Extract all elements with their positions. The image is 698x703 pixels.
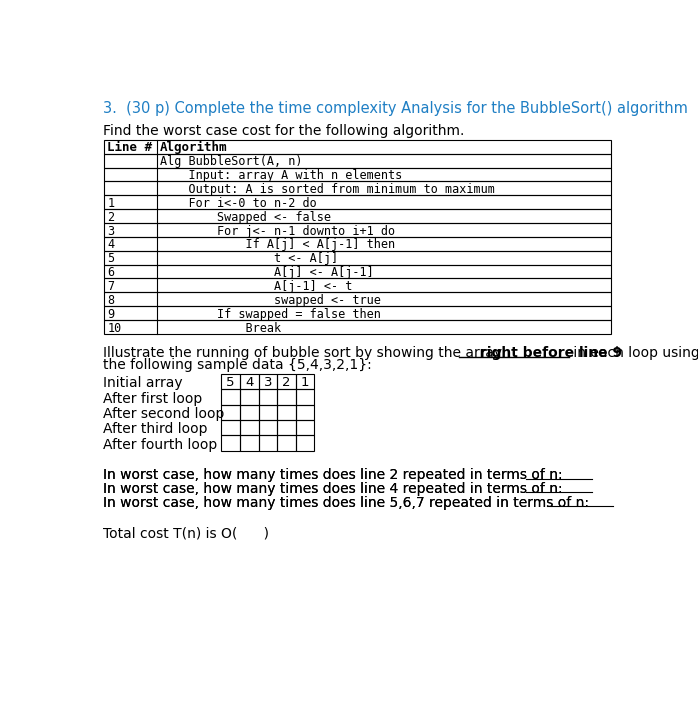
Text: 1: 1 xyxy=(301,376,309,389)
Bar xyxy=(277,389,296,405)
Text: 5: 5 xyxy=(226,376,235,389)
Text: Alg BubbleSort(A, n): Alg BubbleSort(A, n) xyxy=(160,155,303,168)
Bar xyxy=(221,435,240,451)
Text: 5: 5 xyxy=(107,252,114,265)
Bar xyxy=(277,435,296,451)
Bar xyxy=(221,389,240,405)
Text: After fourth loop: After fourth loop xyxy=(103,438,217,452)
Text: Swapped <- false: Swapped <- false xyxy=(160,211,331,224)
Bar xyxy=(296,420,314,435)
Text: 2: 2 xyxy=(282,376,290,389)
Text: 2: 2 xyxy=(107,211,114,224)
Text: Initial array: Initial array xyxy=(103,376,182,390)
Bar xyxy=(258,374,277,389)
Text: A[j] <- A[j-1]: A[j] <- A[j-1] xyxy=(160,266,374,279)
Bar xyxy=(104,264,611,278)
Text: A[j-1] <- t: A[j-1] <- t xyxy=(160,280,352,293)
Text: Algorithm: Algorithm xyxy=(160,141,228,155)
Bar xyxy=(104,167,611,181)
Text: If A[j] < A[j-1] then: If A[j] < A[j-1] then xyxy=(160,238,395,252)
Text: For j<- n-1 downto i+1 do: For j<- n-1 downto i+1 do xyxy=(160,224,395,238)
Bar xyxy=(258,405,277,420)
Text: 4: 4 xyxy=(245,376,253,389)
Bar xyxy=(104,237,611,251)
Bar xyxy=(296,374,314,389)
Bar xyxy=(258,435,277,451)
Text: 9: 9 xyxy=(107,308,114,321)
Text: right before line 9: right before line 9 xyxy=(480,346,622,360)
Bar xyxy=(104,223,611,237)
Bar xyxy=(240,389,258,405)
Text: In worst case, how many times does line 5,6,7 repeated in terms of n:: In worst case, how many times does line … xyxy=(103,496,593,510)
Text: In worst case, how many times does line 2 repeated in terms of n:: In worst case, how many times does line … xyxy=(103,467,567,482)
Text: Output: A is sorted from minimum to maximum: Output: A is sorted from minimum to maxi… xyxy=(160,183,495,196)
Text: After third loop: After third loop xyxy=(103,423,207,437)
Text: 4: 4 xyxy=(107,238,114,252)
Bar xyxy=(296,405,314,420)
Text: 10: 10 xyxy=(107,321,121,335)
Text: After first loop: After first loop xyxy=(103,392,202,406)
Text: If swapped = false then: If swapped = false then xyxy=(160,308,381,321)
Bar xyxy=(240,435,258,451)
Bar xyxy=(240,374,258,389)
Bar xyxy=(104,154,611,167)
Text: Total cost T(n) is O(      ): Total cost T(n) is O( ) xyxy=(103,527,269,541)
Text: in each loop using: in each loop using xyxy=(569,346,698,360)
Text: 1: 1 xyxy=(107,197,114,209)
Text: In worst case, how many times does line 4 repeated in terms of n:: In worst case, how many times does line … xyxy=(103,482,567,496)
Text: swapped <- true: swapped <- true xyxy=(160,294,381,307)
Bar xyxy=(221,405,240,420)
Text: For i<-0 to n-2 do: For i<-0 to n-2 do xyxy=(160,197,317,209)
Bar xyxy=(104,278,611,292)
Text: 3.  (30 p) Complete the time complexity Analysis for the BubbleSort() algorithm: 3. (30 p) Complete the time complexity A… xyxy=(103,101,688,116)
Bar xyxy=(240,420,258,435)
Text: In worst case, how many times does line 5,6,7 repeated in terms of n:: In worst case, how many times does line … xyxy=(103,496,593,510)
Text: the following sample data {5,4,3,2,1}:: the following sample data {5,4,3,2,1}: xyxy=(103,359,371,373)
Text: In worst case, how many times does line 4 repeated in terms of n:: In worst case, how many times does line … xyxy=(103,482,567,496)
Text: 3: 3 xyxy=(107,224,114,238)
Bar xyxy=(296,389,314,405)
Bar xyxy=(104,306,611,320)
Bar xyxy=(104,320,611,334)
Bar xyxy=(277,405,296,420)
Text: Break: Break xyxy=(160,321,281,335)
Text: Find the worst case cost for the following algorithm.: Find the worst case cost for the followi… xyxy=(103,124,464,138)
Text: 6: 6 xyxy=(107,266,114,279)
Bar xyxy=(104,140,611,154)
Text: After second loop: After second loop xyxy=(103,407,224,421)
Text: 3: 3 xyxy=(264,376,272,389)
Bar xyxy=(104,209,611,223)
Bar xyxy=(240,405,258,420)
Bar xyxy=(104,292,611,306)
Bar xyxy=(221,374,240,389)
Text: 7: 7 xyxy=(107,280,114,293)
Bar xyxy=(258,389,277,405)
Text: t <- A[j]: t <- A[j] xyxy=(160,252,339,265)
Text: Input: array A with n elements: Input: array A with n elements xyxy=(160,169,402,182)
Bar xyxy=(104,181,611,195)
Bar xyxy=(277,374,296,389)
Bar xyxy=(221,420,240,435)
Text: In worst case, how many times does line 2 repeated in terms of n:: In worst case, how many times does line … xyxy=(103,467,567,482)
Bar xyxy=(296,435,314,451)
Bar xyxy=(104,195,611,209)
Bar xyxy=(277,420,296,435)
Bar xyxy=(258,420,277,435)
Text: 8: 8 xyxy=(107,294,114,307)
Bar xyxy=(104,251,611,264)
Text: Illustrate the running of bubble sort by showing the array: Illustrate the running of bubble sort by… xyxy=(103,346,506,360)
Text: Line #: Line # xyxy=(107,141,152,155)
